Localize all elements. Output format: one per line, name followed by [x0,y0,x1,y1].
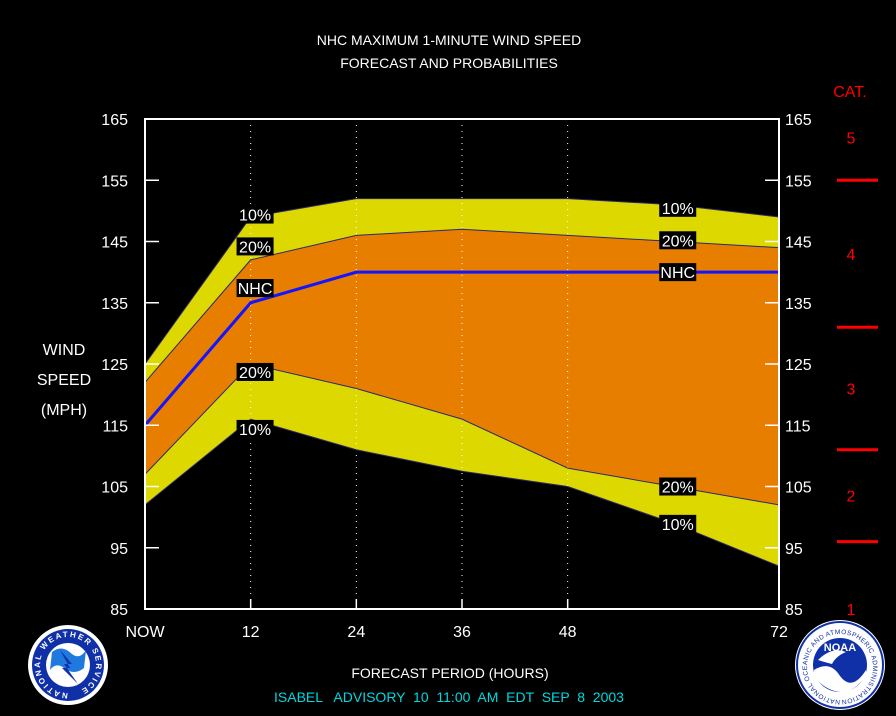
y-tick-label-right: 125 [785,357,812,374]
y-tick-label: 125 [101,357,128,374]
y-axis-label-line3: (MPH) [41,402,87,419]
series-label: 20% [659,477,697,497]
y-tick-label-right: 145 [785,235,812,252]
x-axis: NOW 12 24 36 48 72 [125,599,788,641]
chart-title-line2: FORECAST AND PROBABILITIES [340,55,558,71]
advisory-line: ISABEL ADVISORY 10 11:00 AM EDT SEP 8 20… [274,689,624,705]
y-tick-label: 95 [110,541,128,558]
y-axis-label-line1: WIND [43,342,86,359]
svg-text:20%: 20% [662,480,694,497]
svg-text:10%: 10% [662,517,694,534]
band-20-percent [145,229,779,505]
y-axis-label-line2: SPEED [37,372,91,389]
x-tick-label: 72 [770,624,788,641]
category-scale: 1 2 3 4 5 [837,130,878,619]
category-label: 2 [847,489,856,506]
y-tick-label-right: 115 [785,418,811,435]
series-label: 20% [236,237,274,256]
svg-text:10%: 10% [662,201,694,218]
x-tick-label: 48 [559,624,577,641]
y-tick-label: 105 [101,480,128,497]
y-axis-label: WIND SPEED (MPH) [37,342,91,419]
y-tick-label-right: 165 [785,112,812,129]
y-tick-label-right: 105 [785,480,812,497]
series-label: 10% [659,198,697,218]
series-label: NHC [236,279,274,298]
probability-bands [145,198,779,567]
chart-title-line1: NHC MAXIMUM 1-MINUTE WIND SPEED [317,32,581,48]
x-tick-label: 24 [347,624,365,641]
y-tick-label: 155 [101,173,128,190]
y-tick-label: 115 [102,418,128,435]
vertical-gridlines [250,119,569,609]
category-label: 1 [847,602,856,619]
y-tick-label-right: 155 [785,173,812,190]
category-header: CAT. [833,84,866,101]
category-label: 5 [847,130,856,147]
noaa-center-text: NOAA [824,642,856,654]
category-label: 4 [847,247,856,264]
svg-text:10%: 10% [239,422,271,439]
series-label: 10% [236,205,274,225]
svg-text:NHC: NHC [238,281,273,298]
series-label: 20% [659,231,697,250]
series-labels: 10% 20% NHC 20% 10% 10% 20% NHC 20% 10% [236,198,697,534]
y-tick-label-right: 95 [785,541,803,558]
y-tick-label-right: 85 [785,602,803,619]
left-y-axis: 85 95 105 115 125 135 145 155 165 [101,112,159,619]
y-tick-label: 165 [101,112,128,129]
y-tick-label: 145 [101,235,128,252]
category-label: 3 [847,382,856,399]
svg-text:20%: 20% [662,233,694,250]
nws-logo: NATIONAL WEATHER SERVICE [28,625,108,705]
svg-text:20%: 20% [239,365,271,382]
svg-text:20%: 20% [239,239,271,256]
y-tick-label-right: 135 [785,296,812,313]
series-label: 20% [236,362,274,382]
x-tick-label: 12 [242,624,260,641]
x-tick-label: NOW [125,624,165,641]
series-label: 10% [659,514,697,534]
y-tick-label: 85 [110,602,128,619]
svg-text:NHC: NHC [660,265,695,282]
series-label: NHC [659,263,697,282]
x-tick-label: 36 [453,624,471,641]
svg-text:10%: 10% [239,208,271,225]
series-label: 10% [236,419,274,439]
x-axis-label: FORECAST PERIOD (HOURS) [351,665,548,681]
right-y-axis: 85 95 105 115 125 135 145 155 165 [765,112,812,619]
y-tick-label: 135 [101,296,128,313]
